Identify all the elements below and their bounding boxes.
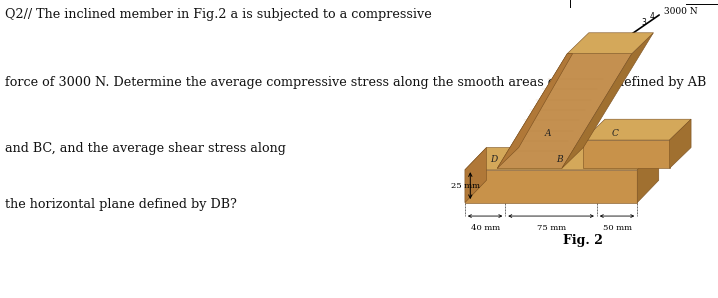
Text: B: B [556, 156, 563, 164]
Polygon shape [567, 33, 653, 54]
Text: 3: 3 [641, 18, 646, 27]
Text: and BC, and the average shear stress along: and BC, and the average shear stress alo… [4, 142, 286, 155]
Text: Fig. 2: Fig. 2 [564, 234, 603, 247]
Text: 40 mm: 40 mm [470, 224, 500, 232]
Polygon shape [562, 33, 653, 168]
Text: C: C [612, 129, 618, 138]
Polygon shape [638, 148, 659, 203]
Polygon shape [497, 54, 573, 168]
Polygon shape [497, 54, 632, 168]
Polygon shape [669, 119, 691, 168]
Polygon shape [583, 140, 669, 168]
Text: D: D [490, 156, 498, 164]
Text: force of 3000 N. Determine the average compressive stress along the smooth areas: force of 3000 N. Determine the average c… [4, 76, 706, 89]
Polygon shape [583, 119, 691, 140]
Polygon shape [465, 148, 487, 203]
Text: 25 mm: 25 mm [451, 182, 480, 190]
Polygon shape [465, 170, 638, 203]
Text: A: A [544, 129, 551, 138]
Text: 75 mm: 75 mm [536, 224, 566, 232]
Text: 3000 N: 3000 N [664, 7, 698, 16]
Text: the horizontal plane defined by DB?: the horizontal plane defined by DB? [4, 198, 236, 211]
Text: 50 mm: 50 mm [602, 224, 632, 232]
Text: 4: 4 [649, 13, 654, 21]
Polygon shape [465, 148, 659, 170]
Text: Q2// The inclined member in Fig.2 a is subjected to a compressive: Q2// The inclined member in Fig.2 a is s… [4, 8, 432, 21]
